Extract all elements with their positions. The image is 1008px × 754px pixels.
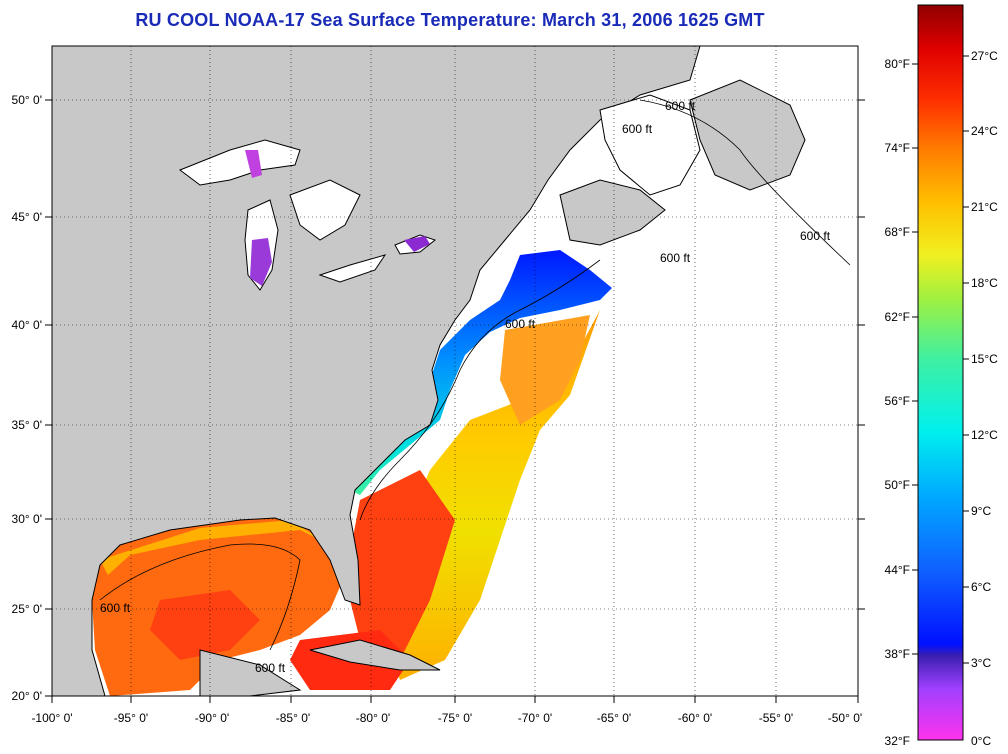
longitude-axis: -100° 0' -95° 0' -90° 0' -85° 0' -80° 0'…	[31, 711, 862, 725]
colorbar	[917, 4, 964, 741]
lake-erie	[318, 254, 387, 283]
lake-ontario-sst	[404, 236, 430, 252]
gulf-of-st-lawrence	[599, 94, 701, 196]
colorbar-f-label: 32°F	[885, 734, 910, 748]
colorbar-celsius: 27°C 24°C 21°C 18°C 15°C 12°C 9°C 6°C 3°…	[971, 49, 998, 748]
depth-contour-gulf	[99, 543, 301, 651]
colorbar-c-label: 27°C	[971, 49, 998, 63]
latitude-tick-label: 40° 0'	[12, 318, 42, 332]
map-title: RU COOL NOAA-17 Sea Surface Temperature:…	[135, 10, 765, 30]
longitude-tick-label: -90° 0'	[195, 711, 229, 725]
colorbar-f-label: 50°F	[885, 478, 910, 492]
longitude-tick-label: -50° 0'	[828, 711, 862, 725]
longitude-tick-label: -65° 0'	[597, 711, 631, 725]
sst-gulf-coastal	[100, 520, 330, 575]
lake-huron	[289, 179, 361, 241]
lake-superior	[178, 139, 301, 186]
colorbar-f-label: 44°F	[885, 563, 910, 577]
latitude-tick-label: 45° 0'	[12, 210, 42, 224]
depth-label: 600 ft	[800, 229, 831, 243]
latitude-axis: 50° 0' 45° 0' 40° 0' 35° 0' 30° 0' 25° 0…	[12, 93, 42, 703]
longitude-tick-label: -60° 0'	[678, 711, 712, 725]
sst-swath-gulfstream	[500, 315, 590, 425]
sst-gulf-core	[150, 590, 260, 660]
colorbar-f-label: 56°F	[885, 394, 910, 408]
colorbar-f-label: 80°F	[885, 57, 910, 71]
colorbar-f-label: 68°F	[885, 225, 910, 239]
colorbar-c-label: 6°C	[971, 580, 991, 594]
colorbar-fahrenheit: 80°F 74°F 68°F 62°F 56°F 50°F 44°F 38°F …	[885, 57, 910, 748]
depth-label: 600 ft	[505, 317, 536, 331]
colorbar-c-label: 24°C	[971, 124, 998, 138]
colorbar-c-label: 15°C	[971, 352, 998, 366]
sst-florida-straits	[345, 470, 455, 660]
colorbar-c-label: 21°C	[971, 200, 998, 214]
colorbar-c-label: 0°C	[971, 734, 991, 748]
colorbar-ticks	[912, 55, 969, 664]
lake-michigan-sst	[250, 238, 272, 286]
latitude-tick-label: 50° 0'	[12, 93, 42, 107]
colorbar-c-label: 3°C	[971, 656, 991, 670]
depth-label: 600 ft	[622, 122, 653, 136]
latitude-tick-label: 30° 0'	[12, 512, 42, 526]
depth-contour-north	[639, 99, 851, 266]
colorbar-f-label: 38°F	[885, 647, 910, 661]
longitude-tick-label: -55° 0'	[759, 711, 793, 725]
longitude-tick-label: -95° 0'	[114, 711, 148, 725]
colorbar-c-label: 12°C	[971, 428, 998, 442]
latitude-tick-label: 20° 0'	[12, 689, 42, 703]
depth-label: 600 ft	[255, 661, 286, 675]
depth-label: 600 ft	[660, 251, 691, 265]
depth-label: 600 ft	[100, 601, 131, 615]
nova-scotia-land	[559, 179, 666, 246]
yucatan-land	[199, 649, 302, 696]
cuba-land	[309, 639, 441, 671]
depth-contour-east	[359, 259, 601, 521]
longitude-tick-label: -100° 0'	[31, 711, 72, 725]
graticule	[52, 46, 858, 696]
longitude-tick-label: -75° 0'	[438, 711, 472, 725]
latitude-tick-label: 25° 0'	[12, 602, 42, 616]
depth-label: 600 ft	[665, 99, 696, 113]
colorbar-c-label: 9°C	[971, 504, 991, 518]
longitude-tick-label: -80° 0'	[356, 711, 390, 725]
lake-superior-sst	[245, 150, 262, 178]
colorbar-c-label: 18°C	[971, 276, 998, 290]
colorbar-f-label: 62°F	[885, 310, 910, 324]
colorbar-f-label: 74°F	[885, 141, 910, 155]
longitude-tick-label: -70° 0'	[518, 711, 552, 725]
longitude-tick-label: -85° 0'	[276, 711, 310, 725]
north-america-land	[52, 46, 701, 696]
latitude-tick-label: 35° 0'	[12, 418, 42, 432]
axis-ticks	[45, 99, 865, 703]
